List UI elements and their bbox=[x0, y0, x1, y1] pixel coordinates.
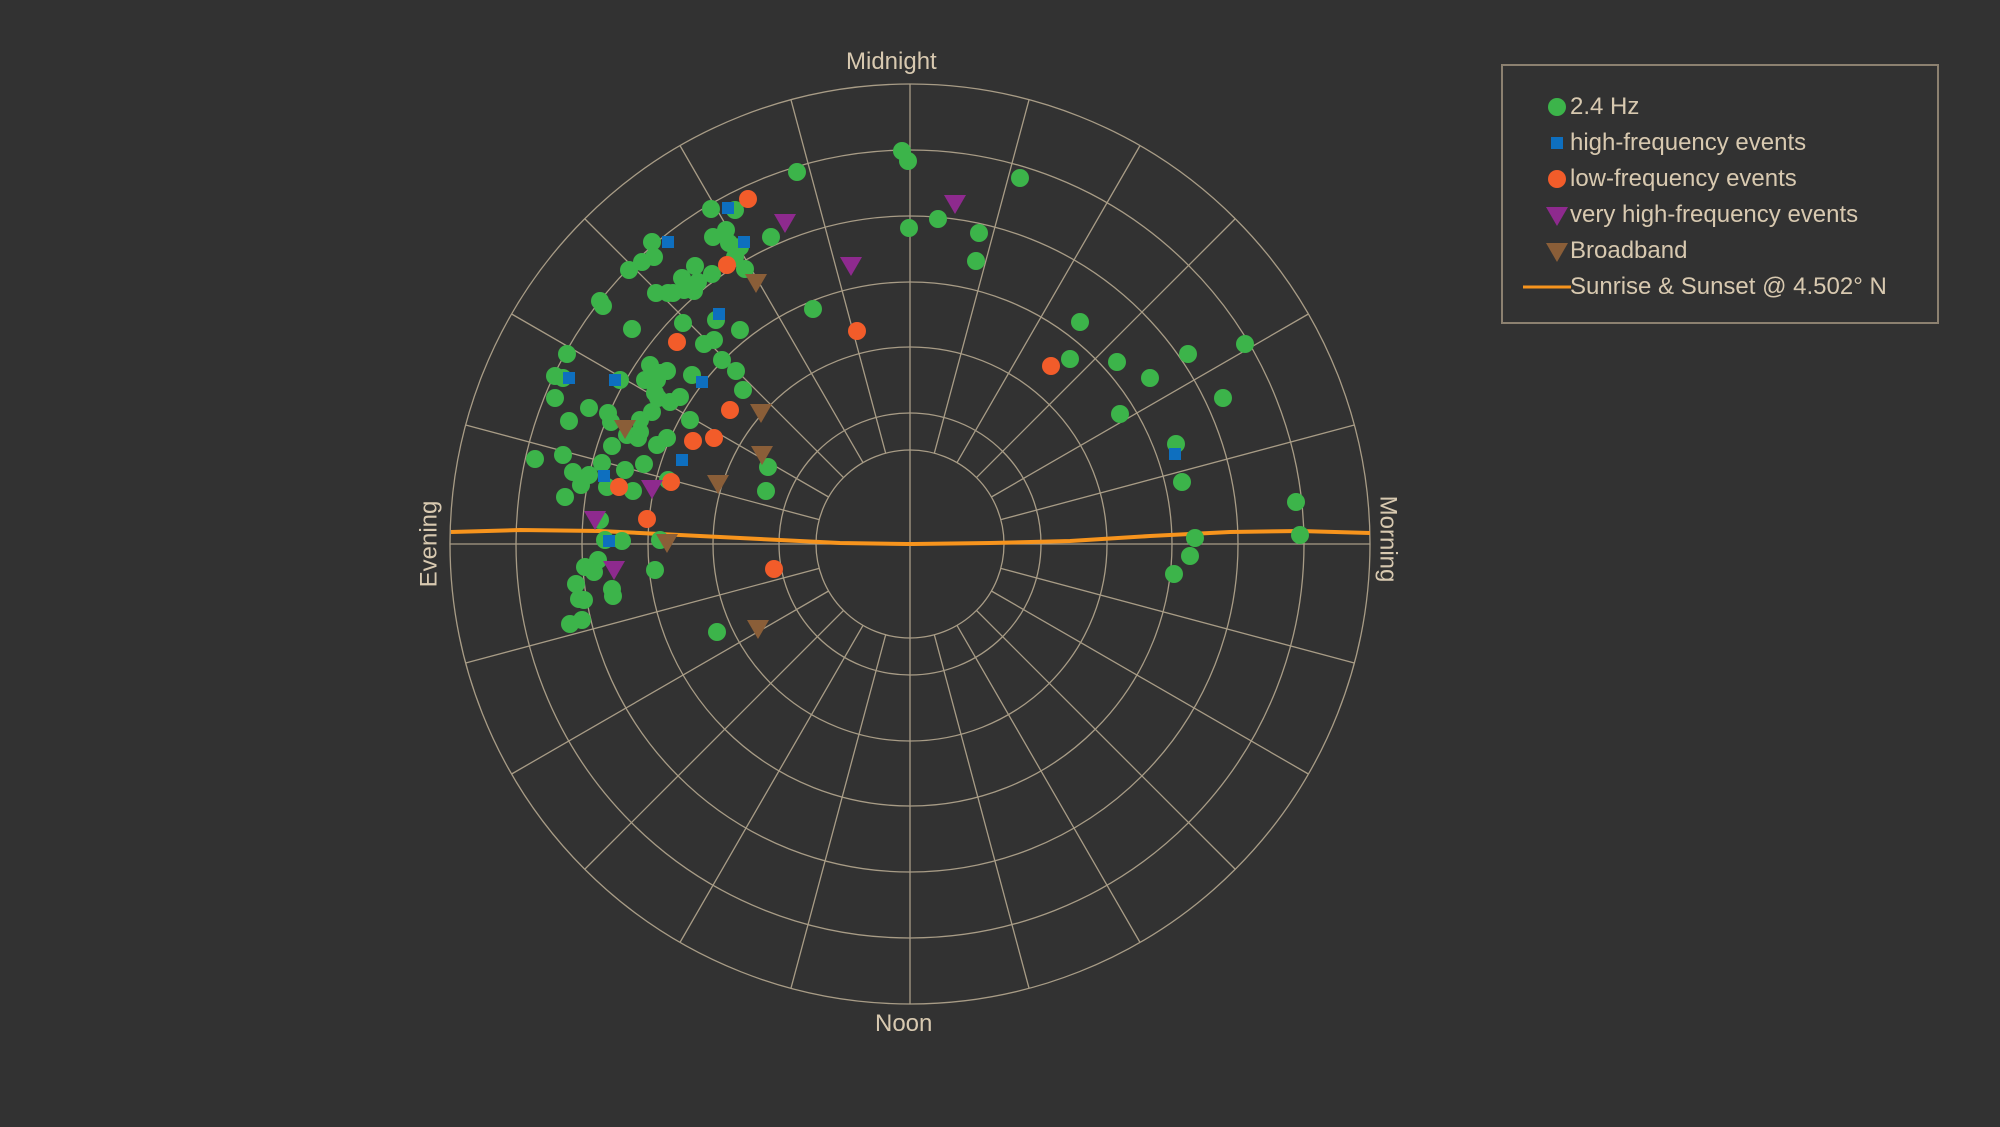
data-points bbox=[526, 142, 1309, 641]
label-midnight: Midnight bbox=[846, 48, 937, 75]
brown-triangle-icon bbox=[1546, 243, 1568, 262]
legend-item-sunrise-sunset: Sunrise & Sunset @ 4.502° N bbox=[1503, 269, 1937, 305]
orange-circle-icon bbox=[1548, 170, 1566, 188]
polar-grid bbox=[449, 83, 1371, 1005]
legend: 2.4 Hz high-frequency events low-frequen… bbox=[1501, 64, 1939, 324]
label-evening: Evening bbox=[415, 500, 443, 588]
legend-item-2-4hz: 2.4 Hz bbox=[1503, 89, 1937, 125]
legend-item-broadband: Broadband bbox=[1503, 233, 1937, 269]
purple-triangle-icon bbox=[1546, 207, 1568, 226]
green-circle-icon bbox=[1548, 98, 1566, 116]
legend-item-very-high-frequency: very high-frequency events bbox=[1503, 197, 1937, 233]
sunrise-sunset-line bbox=[450, 527, 1371, 546]
orange-line-icon bbox=[1523, 285, 1571, 289]
blue-square-icon bbox=[1551, 137, 1563, 149]
label-morning: Morning bbox=[1374, 495, 1402, 583]
legend-item-high-frequency: high-frequency events bbox=[1503, 125, 1937, 161]
label-noon: Noon bbox=[875, 1010, 933, 1037]
legend-item-low-frequency: low-frequency events bbox=[1503, 161, 1937, 197]
